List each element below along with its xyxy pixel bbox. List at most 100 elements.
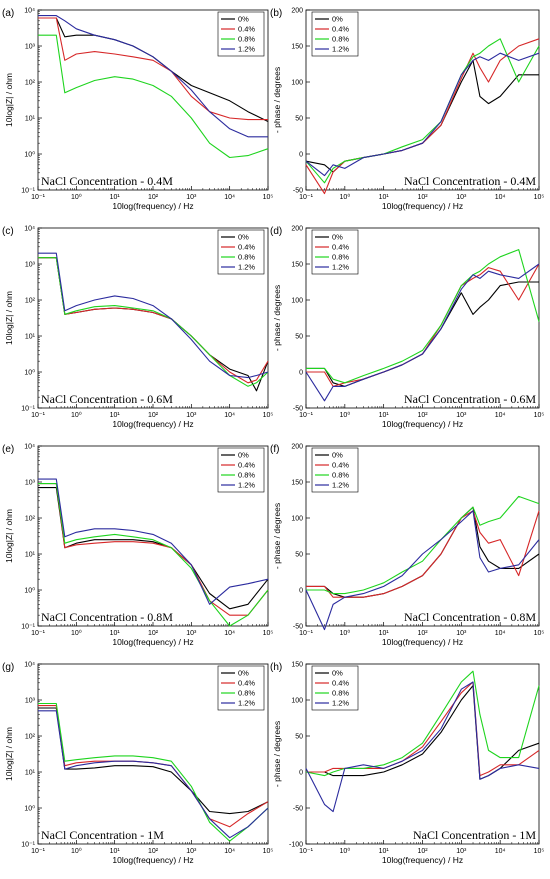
x-tick-label: 10⁵ xyxy=(263,848,274,855)
x-tick-label: 10⁵ xyxy=(534,848,545,855)
chart-panel-h: 10⁻¹ 10⁰ 10¹ 10² 10³ 10⁴ 10⁵ -100 -50 0 50 100 150 10… xyxy=(270,662,544,866)
x-tick-label: 10¹ xyxy=(110,194,121,201)
series-line-0pct xyxy=(305,59,539,173)
series-line-0.8pct xyxy=(305,38,540,184)
y-tick-label: -50 xyxy=(293,188,303,195)
x-tick-label: 10¹ xyxy=(110,630,121,637)
y-tick-label: 10⁻¹ xyxy=(21,188,35,195)
x-tick-label: 10⁻¹ xyxy=(31,194,45,201)
y-axis-label: 10log|Z| / ohm xyxy=(4,509,14,563)
y-axis-label: 10log|Z| / ohm xyxy=(4,291,14,345)
concentration-annotation: NaCl Concentration - 1M xyxy=(41,828,164,842)
panel-label: (b) xyxy=(270,8,282,19)
x-tick-label: 10¹ xyxy=(379,848,390,855)
x-tick-label: 10² xyxy=(148,194,159,201)
x-axis-label: 10log(frequency) / Hz xyxy=(112,419,193,429)
x-tick-label: 10⁴ xyxy=(224,848,235,855)
y-tick-label: 10¹ xyxy=(25,552,36,559)
y-tick-label: 50 xyxy=(295,552,303,559)
x-tick-label: 10² xyxy=(417,848,428,855)
chart-panel-a: 10⁻¹ 10⁰ 10¹ 10² 10³ 10⁴ 10⁵10⁻¹10⁰10¹10²10³10… xyxy=(2,8,273,212)
x-tick-label: 10² xyxy=(417,630,428,637)
x-tick-label: 10⁴ xyxy=(495,848,506,855)
legend: 0%0.4%0.8%1.2% xyxy=(217,11,265,57)
y-tick-label: 200 xyxy=(291,8,303,15)
legend-entry: 1.2% xyxy=(238,263,255,272)
x-tick-label: 10³ xyxy=(186,194,197,201)
legend-entry: 0.8% xyxy=(332,35,349,44)
y-tick-label: 50 xyxy=(295,734,303,741)
legend-entry: 0.4% xyxy=(238,679,255,688)
y-tick-label: 10⁴ xyxy=(24,662,35,669)
series-line-0.8pct xyxy=(305,670,540,777)
y-axis-label: - phase / degrees xyxy=(272,721,282,787)
x-tick-label: 10⁵ xyxy=(534,630,545,637)
series-line-1.2pct xyxy=(305,681,540,813)
legend-entry: 0% xyxy=(332,451,343,460)
legend-entry: 0% xyxy=(238,233,249,242)
x-tick-label: 10¹ xyxy=(110,848,121,855)
y-tick-label: 100 xyxy=(291,80,303,87)
x-tick-label: 10⁵ xyxy=(534,412,545,419)
legend-entry: 0.4% xyxy=(332,25,349,34)
x-tick-label: 10⁻¹ xyxy=(31,630,45,637)
x-tick-label: 10⁻¹ xyxy=(299,630,313,637)
y-tick-label: 10² xyxy=(25,298,36,305)
y-tick-label: 150 xyxy=(291,480,303,487)
panel-label: (h) xyxy=(270,662,282,673)
panel-label: (e) xyxy=(2,444,14,455)
series-line-1.2pct xyxy=(305,263,540,402)
concentration-annotation: NaCl Concentration - 0.6M xyxy=(41,392,173,406)
legend-entry: 0.8% xyxy=(332,471,349,480)
x-axis-label: 10log(frequency) / Hz xyxy=(112,201,193,211)
y-tick-label: 10¹ xyxy=(25,334,36,341)
x-tick-label: 10⁰ xyxy=(340,411,351,419)
legend-entry: 0% xyxy=(238,669,249,678)
series-line-0pct xyxy=(38,487,269,610)
panel-label: (d) xyxy=(270,226,282,237)
x-tick-label: 10⁵ xyxy=(263,194,274,201)
concentration-annotation: NaCl Concentration - 0.8M xyxy=(404,610,536,624)
y-tick-label: 0 xyxy=(299,588,303,595)
legend: 0%0.4%0.8%1.2% xyxy=(217,447,265,493)
x-tick-label: 10² xyxy=(417,194,428,201)
series-line-0.4pct xyxy=(38,17,268,121)
x-axis-label: 10log(frequency) / Hz xyxy=(382,855,463,865)
y-tick-label: 100 xyxy=(291,298,303,305)
y-axis-label: 10log|Z| / ohm xyxy=(4,73,14,127)
series-line-0pct xyxy=(38,257,269,392)
x-tick-label: 10⁻¹ xyxy=(31,848,45,855)
legend-entry: 0.4% xyxy=(238,243,255,252)
series-line-1.2pct xyxy=(38,478,269,605)
y-tick-label: 10² xyxy=(25,734,36,741)
legend-entry: 0% xyxy=(238,451,249,460)
legend-entry: 1.2% xyxy=(238,45,255,54)
x-tick-label: 10⁰ xyxy=(340,193,351,201)
panel-label: (c) xyxy=(2,226,14,237)
series-line-0.8pct xyxy=(306,249,540,384)
y-tick-label: 10⁻¹ xyxy=(21,624,35,631)
chart-panel-f: 10⁻¹ 10⁰ 10¹ 10² 10³ 10⁴ 10⁵ -50 0 50 100 150 200 10l… xyxy=(270,444,544,648)
panel-label: (f) xyxy=(270,444,279,455)
x-tick-label: 10⁴ xyxy=(495,630,506,637)
y-tick-label: 50 xyxy=(295,116,303,123)
x-tick-label: 10³ xyxy=(456,412,467,419)
legend-entry: 1.2% xyxy=(332,699,349,708)
y-tick-label: 10³ xyxy=(25,698,36,705)
x-tick-label: 10⁴ xyxy=(224,194,235,201)
y-tick-label: 10⁰ xyxy=(24,587,35,595)
x-axis-label: 10log(frequency) / Hz xyxy=(382,419,463,429)
series-line-0pct xyxy=(38,707,269,815)
series-line-0.4pct xyxy=(306,263,540,387)
legend-entry: 0% xyxy=(238,15,249,24)
legend-entry: 1.2% xyxy=(238,481,255,490)
y-tick-label: -50 xyxy=(293,806,303,813)
series-line-0.8pct xyxy=(38,34,269,159)
x-axis-label: 10log(frequency) / Hz xyxy=(382,637,463,647)
series-line-1.2pct xyxy=(38,252,269,379)
x-tick-label: 10⁴ xyxy=(224,630,235,637)
x-tick-label: 10⁵ xyxy=(263,412,274,419)
x-tick-label: 10³ xyxy=(186,630,197,637)
series-line-0.4pct xyxy=(306,510,540,598)
